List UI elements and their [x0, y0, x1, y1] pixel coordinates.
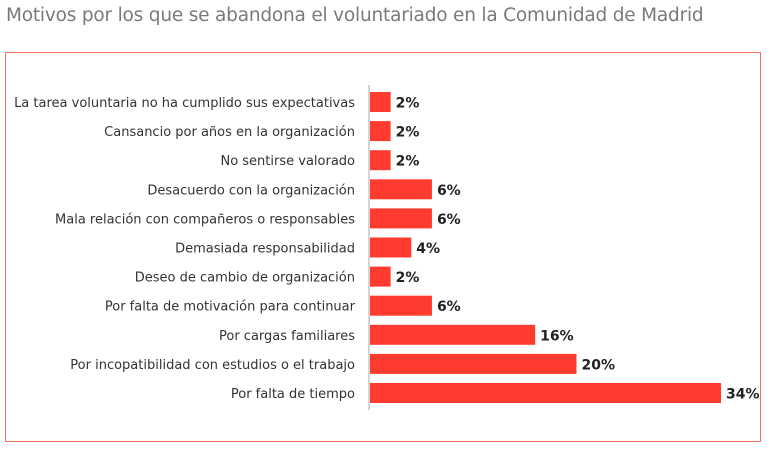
data-label: 4%: [416, 241, 440, 257]
data-label: 20%: [581, 357, 615, 373]
data-label: 2%: [396, 154, 420, 170]
category-label: Cansancio por años en la organización: [104, 125, 355, 140]
category-label: Desacuerdo con la organización: [147, 183, 355, 198]
data-label: 6%: [437, 212, 461, 228]
data-label: 2%: [396, 125, 420, 141]
bar: [370, 324, 536, 345]
bar: [370, 237, 412, 258]
data-label: 2%: [396, 270, 420, 286]
bar: [370, 150, 391, 171]
chart-frame: [5, 52, 761, 442]
category-label: Por falta de motivación para continuar: [105, 300, 356, 315]
category-label: No sentirse valorado: [220, 154, 355, 169]
bar: [370, 121, 391, 142]
bar: [370, 295, 432, 316]
category-label: Mala relación con compañeros o responsab…: [55, 212, 355, 227]
bar: [370, 92, 391, 112]
category-label: Por falta de tiempo: [231, 387, 355, 402]
bar: [370, 353, 577, 374]
data-label: 2%: [396, 96, 420, 112]
bar: [370, 383, 721, 403]
category-label: Demasiada responsabilidad: [175, 242, 355, 257]
data-label: 6%: [437, 299, 461, 315]
bar: [370, 208, 432, 229]
data-label: 34%: [726, 387, 760, 403]
bar: [370, 179, 432, 200]
category-label: La tarea voluntaria no ha cumplido sus e…: [14, 96, 355, 111]
data-label: 6%: [437, 183, 461, 199]
chart-title: Motivos por los que se abandona el volun…: [6, 5, 704, 26]
bar: [370, 266, 391, 287]
data-label: 16%: [540, 328, 574, 344]
category-label: Deseo de cambio de organización: [135, 271, 355, 286]
category-label: Por incopatibilidad con estudios o el tr…: [70, 358, 355, 373]
category-label: Por cargas familiares: [219, 329, 355, 344]
